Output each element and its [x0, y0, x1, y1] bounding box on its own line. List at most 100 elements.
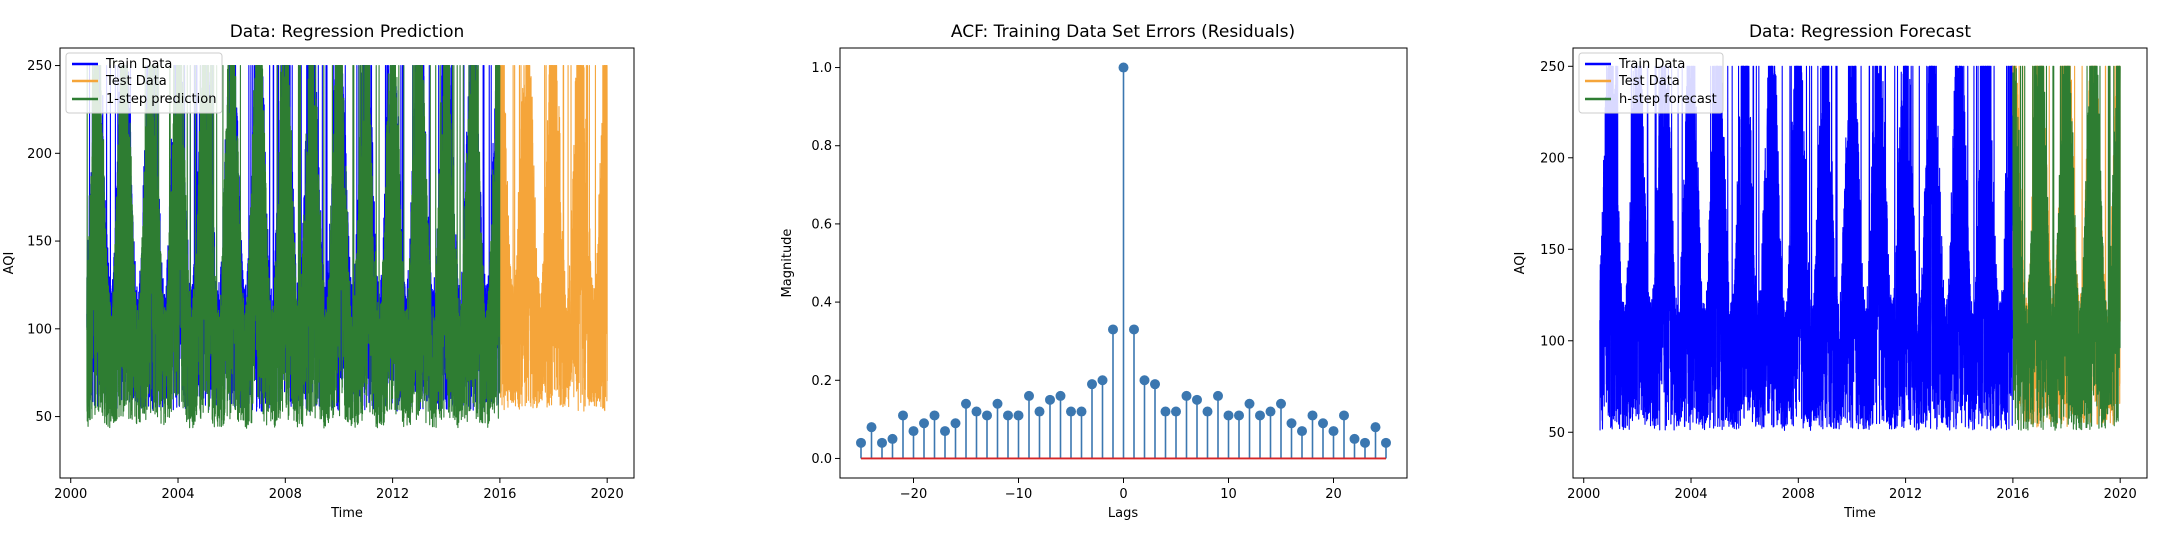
x-tick-label: 2008	[1782, 487, 1815, 502]
acf-marker	[1286, 418, 1297, 429]
acf-marker	[1003, 410, 1013, 421]
acf-marker	[1318, 418, 1328, 429]
y-tick-label: 100	[27, 322, 52, 337]
acf-marker	[971, 406, 982, 417]
y-axis-label: Magnitude	[780, 229, 795, 298]
acf-marker	[856, 437, 866, 448]
acf-marker	[982, 410, 992, 421]
x-tick-label: 2016	[483, 487, 516, 502]
y-tick-label: 1.0	[811, 61, 832, 76]
acf-marker	[1108, 324, 1118, 335]
acf-marker	[908, 426, 919, 437]
acf-marker	[887, 433, 898, 444]
x-tick-label: 2012	[1889, 487, 1922, 502]
acf-chart: −20 −10 0 10 20 0.0 0.2 0.4 0.6 0.8 1.0 ACF: Train…	[780, 22, 1408, 521]
acf-marker	[1307, 410, 1318, 421]
acf-marker	[929, 410, 940, 421]
acf-marker	[1381, 437, 1391, 448]
acf-marker	[1076, 406, 1087, 417]
y-tick-label: 0.0	[811, 452, 832, 467]
x-tick-label: −20	[900, 487, 927, 502]
acf-marker	[1034, 406, 1045, 417]
legend-entry-forecast: h-step forecast	[1619, 92, 1717, 107]
acf-marker	[1328, 426, 1339, 437]
acf-marker	[1276, 398, 1286, 409]
acf-marker	[1297, 426, 1307, 437]
x-tick-label: 20	[1325, 487, 1342, 502]
acf-marker	[1213, 390, 1223, 401]
acf-marker	[1045, 394, 1055, 405]
acf-marker	[1097, 375, 1108, 386]
legend: Train Data Test Data 1-step prediction	[65, 52, 223, 114]
acf-marker	[1139, 375, 1150, 386]
legend-entry-test: Test Data	[1618, 74, 1680, 89]
x-tick-label: 10	[1220, 487, 1237, 502]
chart-title: ACF: Training Data Set Errors (Residuals…	[951, 22, 1295, 42]
legend-entry-train: Train Data	[105, 57, 172, 72]
legend: Train Data Test Data h-step forecast	[1578, 52, 1724, 114]
acf-marker	[1360, 437, 1370, 448]
x-tick-label: 2020	[2104, 487, 2137, 502]
series-line-0	[1599, 65, 2014, 431]
x-tick-label: 0	[1119, 487, 1127, 502]
acf-marker	[1024, 390, 1034, 401]
y-tick-label: 0.8	[811, 139, 832, 154]
acf-marker	[1339, 410, 1349, 421]
y-tick-label: 200	[1540, 151, 1565, 166]
y-tick-label: 150	[27, 235, 52, 250]
acf-marker	[1192, 394, 1202, 405]
acf-marker	[1150, 379, 1160, 390]
acf-marker	[1223, 410, 1234, 421]
acf-marker	[992, 398, 1003, 409]
acf-marker	[1234, 410, 1244, 421]
x-tick-label: 2008	[269, 487, 302, 502]
x-axis-label: Time	[330, 506, 363, 521]
chart-title: Data: Regression Prediction	[230, 22, 465, 42]
y-tick-label: 50	[35, 410, 52, 425]
y-tick-label: 250	[27, 59, 52, 74]
x-tick-label: 2000	[54, 487, 87, 502]
x-axis-label: Lags	[1108, 506, 1138, 521]
y-tick-label: 250	[1540, 60, 1565, 75]
acf-marker	[1265, 406, 1276, 417]
x-tick-label: 2004	[1674, 487, 1707, 502]
x-axis-label: Time	[1843, 506, 1876, 521]
acf-marker	[1349, 433, 1360, 444]
x-tick-label: −10	[1005, 487, 1032, 502]
forecast-chart: 2000 2004 2008 2012 2016 2020 50 100 150 200 250 D…	[1513, 22, 2148, 521]
acf-marker	[961, 398, 971, 409]
acf-marker	[1118, 62, 1129, 73]
acf-marker	[950, 418, 961, 429]
y-tick-label: 150	[1540, 243, 1565, 258]
legend-entry-prediction: 1-step prediction	[106, 92, 216, 107]
prediction-chart: 2000 2004 2008 2012 2016 2020 50 100 150 200 250 D…	[2, 22, 635, 521]
x-tick-label: 2020	[591, 487, 624, 502]
y-tick-label: 0.6	[811, 217, 832, 232]
acf-marker	[1055, 390, 1066, 401]
acf-marker	[898, 410, 908, 421]
x-tick-label: 2012	[376, 487, 409, 502]
acf-marker	[877, 437, 887, 448]
series-line-1	[499, 65, 608, 412]
y-axis-label: AQI	[2, 252, 17, 275]
acf-marker	[1160, 406, 1171, 417]
x-tick-label: 2016	[1996, 487, 2029, 502]
acf-marker	[1087, 379, 1097, 390]
acf-marker	[1181, 390, 1192, 401]
acf-marker	[919, 418, 929, 429]
y-tick-label: 50	[1548, 426, 1565, 441]
acf-marker	[940, 426, 950, 437]
legend-entry-train: Train Data	[1618, 57, 1685, 72]
acf-marker	[1370, 422, 1381, 433]
acf-marker	[866, 422, 877, 433]
y-tick-label: 0.4	[811, 296, 832, 311]
x-tick-label: 2000	[1567, 487, 1600, 502]
acf-marker	[1066, 406, 1076, 417]
series-line-2	[2012, 65, 2121, 431]
legend-entry-test: Test Data	[105, 74, 167, 89]
y-tick-label: 200	[27, 147, 52, 162]
acf-marker	[1244, 398, 1255, 409]
y-tick-label: 0.2	[811, 374, 832, 389]
y-tick-label: 100	[1540, 334, 1565, 349]
